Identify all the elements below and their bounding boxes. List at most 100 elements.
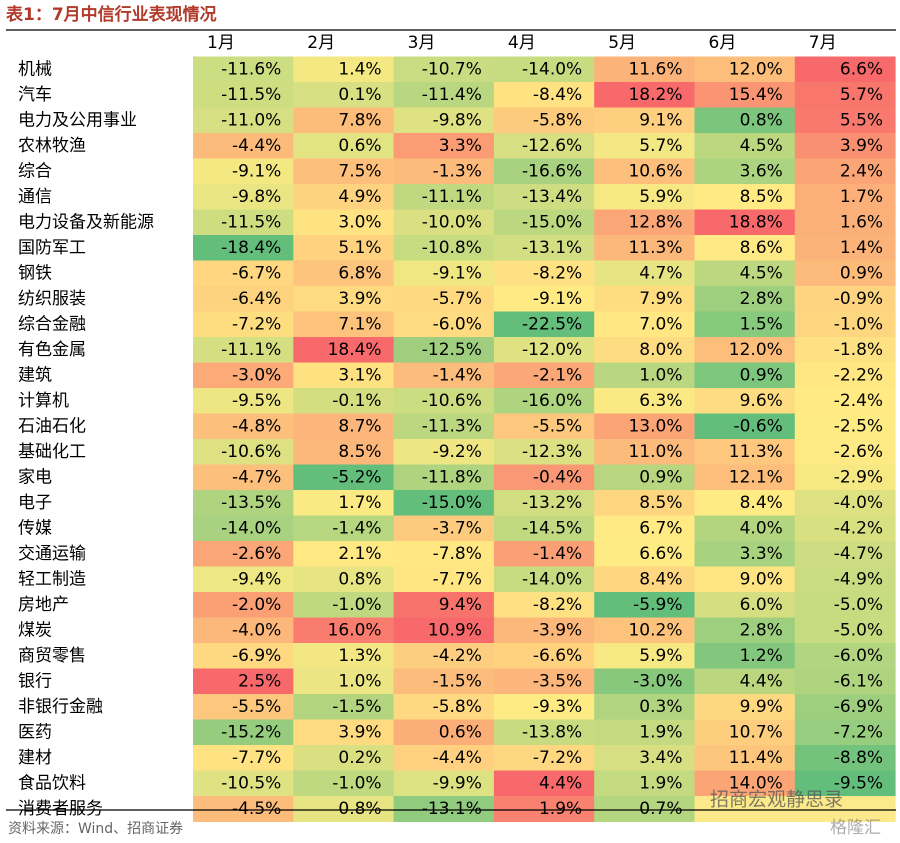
cell-bg bbox=[393, 439, 495, 465]
cell: 5.7% bbox=[639, 136, 682, 156]
cell-bg bbox=[794, 770, 896, 797]
cell: 4.5% bbox=[740, 136, 783, 156]
cell: 0.9% bbox=[840, 263, 883, 283]
cell-bg bbox=[393, 617, 495, 644]
cell: -6.6% bbox=[533, 646, 582, 666]
cell-bg bbox=[694, 770, 796, 797]
cell-bg bbox=[393, 362, 495, 389]
cell: -11.1% bbox=[221, 340, 281, 360]
cell: -8.2% bbox=[533, 595, 582, 615]
cell: -2.4% bbox=[834, 391, 883, 411]
column-header: 2月 bbox=[307, 33, 335, 53]
cell: -8.8% bbox=[834, 748, 883, 768]
cell: -10.6% bbox=[422, 391, 482, 411]
cell: -5.7% bbox=[433, 289, 482, 309]
cell: 12.8% bbox=[628, 212, 682, 232]
cell-bg bbox=[193, 643, 294, 669]
cell: -1.4% bbox=[332, 518, 381, 538]
cell: -10.7% bbox=[422, 59, 482, 79]
row-label: 石油石化 bbox=[18, 416, 86, 436]
cell-bg bbox=[493, 617, 595, 644]
row-label: 综合 bbox=[18, 161, 52, 181]
cell: -5.5% bbox=[232, 697, 281, 717]
row-label: 通信 bbox=[18, 187, 52, 207]
cell-bg bbox=[794, 158, 896, 185]
cell-bg bbox=[293, 592, 395, 618]
cell-bg bbox=[293, 56, 395, 83]
cell-bg bbox=[393, 158, 495, 185]
cell: -0.1% bbox=[332, 391, 381, 411]
cell-bg bbox=[193, 439, 294, 465]
cell: 6.6% bbox=[639, 544, 682, 564]
cell-bg bbox=[594, 107, 695, 134]
cell: -13.2% bbox=[522, 493, 582, 513]
cell: 5.9% bbox=[639, 646, 682, 666]
cell: 0.7% bbox=[639, 799, 682, 819]
cell: 8.6% bbox=[740, 238, 783, 258]
cell-bg bbox=[393, 592, 495, 618]
cell: 1.6% bbox=[840, 212, 883, 232]
cell-bg bbox=[393, 668, 495, 695]
cell: -0.9% bbox=[834, 289, 883, 309]
cell: 8.5% bbox=[740, 187, 783, 207]
cell: -0.4% bbox=[533, 467, 582, 487]
cell-bg bbox=[293, 184, 395, 210]
cell-bg bbox=[594, 133, 695, 159]
cell: -10.8% bbox=[422, 238, 482, 258]
cell: 7.5% bbox=[338, 161, 381, 181]
cell: 8.5% bbox=[338, 442, 381, 462]
cell: -4.2% bbox=[433, 646, 482, 666]
cell-bg bbox=[694, 439, 796, 465]
cell: -1.0% bbox=[332, 773, 381, 793]
cell: -2.1% bbox=[533, 365, 582, 385]
cell-bg bbox=[393, 56, 495, 83]
cell: -1.4% bbox=[433, 365, 482, 385]
cell: -9.1% bbox=[533, 289, 582, 309]
cell-bg bbox=[594, 770, 695, 797]
cell: -3.0% bbox=[232, 365, 281, 385]
cell: 9.9% bbox=[740, 697, 783, 717]
cell-bg bbox=[393, 337, 495, 363]
cell: -7.2% bbox=[834, 722, 883, 742]
cell: 5.5% bbox=[840, 110, 883, 130]
cell-bg bbox=[694, 668, 796, 695]
cell-bg bbox=[794, 694, 896, 720]
cell: -15.0% bbox=[422, 493, 482, 513]
cell-bg bbox=[393, 388, 495, 414]
cell: -13.1% bbox=[522, 238, 582, 258]
cell-bg bbox=[393, 515, 495, 542]
cell-bg bbox=[694, 184, 796, 210]
cell: 6.6% bbox=[840, 59, 883, 79]
cell: 1.7% bbox=[840, 187, 883, 207]
cell-bg bbox=[493, 592, 595, 618]
cell-bg bbox=[794, 566, 896, 593]
cell: -14.0% bbox=[522, 59, 582, 79]
cell: -9.9% bbox=[433, 773, 482, 793]
cell-bg bbox=[594, 668, 695, 695]
cell: -9.8% bbox=[433, 110, 482, 130]
cell-bg bbox=[694, 337, 796, 363]
cell-bg bbox=[694, 694, 796, 720]
cell-bg bbox=[393, 107, 495, 134]
cell: 0.8% bbox=[338, 569, 381, 589]
cell: 12.0% bbox=[729, 340, 783, 360]
cell-bg bbox=[694, 56, 796, 83]
cell-bg bbox=[694, 133, 796, 159]
cell-bg bbox=[393, 184, 495, 210]
cell-bg bbox=[794, 362, 896, 389]
cell-bg bbox=[393, 770, 495, 797]
cell: 15.4% bbox=[729, 85, 783, 105]
cell: -6.0% bbox=[433, 314, 482, 334]
cell: 4.5% bbox=[740, 263, 783, 283]
row-label: 非银行金融 bbox=[18, 697, 103, 717]
cell: -4.8% bbox=[232, 416, 281, 436]
cell: -2.6% bbox=[232, 544, 281, 564]
cell: 1.9% bbox=[639, 773, 682, 793]
cell: 6.0% bbox=[740, 595, 783, 615]
cell-bg bbox=[794, 541, 896, 567]
cell-bg bbox=[794, 439, 896, 465]
cell: -2.9% bbox=[834, 467, 883, 487]
cell-bg bbox=[193, 260, 294, 287]
cell: 2.5% bbox=[238, 671, 281, 691]
cell: 5.1% bbox=[338, 238, 381, 258]
